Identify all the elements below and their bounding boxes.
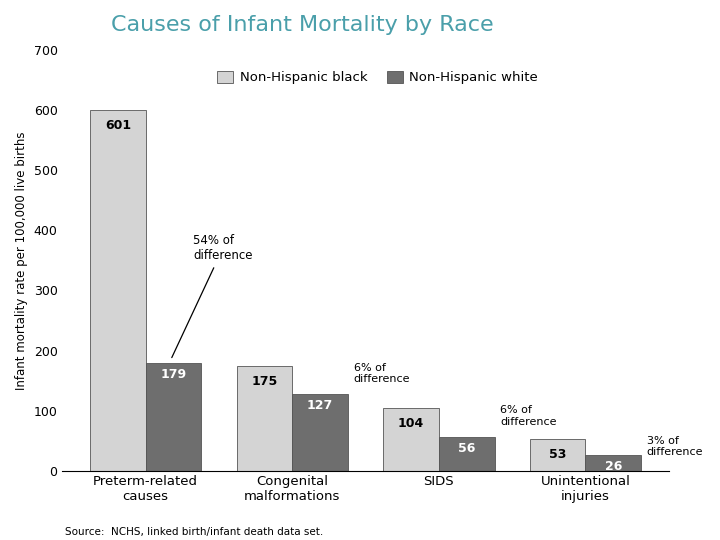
Bar xyxy=(90,110,145,470)
Text: 3% of
difference: 3% of difference xyxy=(647,436,703,457)
Text: 175: 175 xyxy=(251,375,277,388)
Bar xyxy=(292,394,348,470)
Legend: Non-Hispanic black, Non-Hispanic white: Non-Hispanic black, Non-Hispanic white xyxy=(212,65,544,90)
Text: 53: 53 xyxy=(549,448,567,461)
Text: 26: 26 xyxy=(605,460,622,472)
Bar xyxy=(145,363,202,470)
Text: Causes of Infant Mortality by Race: Causes of Infant Mortality by Race xyxy=(111,15,493,35)
Bar xyxy=(439,437,495,470)
Text: 127: 127 xyxy=(307,399,333,412)
Bar xyxy=(530,438,585,470)
Text: 104: 104 xyxy=(398,417,424,430)
Text: 601: 601 xyxy=(105,119,131,132)
Text: Source:  NCHS, linked birth/infant death data set.: Source: NCHS, linked birth/infant death … xyxy=(65,526,323,537)
Text: 6% of
difference: 6% of difference xyxy=(500,405,557,427)
Bar xyxy=(237,366,292,470)
Text: 54% of
difference: 54% of difference xyxy=(172,234,253,357)
Bar xyxy=(585,455,642,470)
Text: 56: 56 xyxy=(458,442,475,455)
Y-axis label: Infant mortality rate per 100,000 live births: Infant mortality rate per 100,000 live b… xyxy=(15,131,28,390)
Text: 179: 179 xyxy=(161,368,186,381)
Bar xyxy=(383,408,439,470)
Text: 6% of
difference: 6% of difference xyxy=(354,362,410,384)
